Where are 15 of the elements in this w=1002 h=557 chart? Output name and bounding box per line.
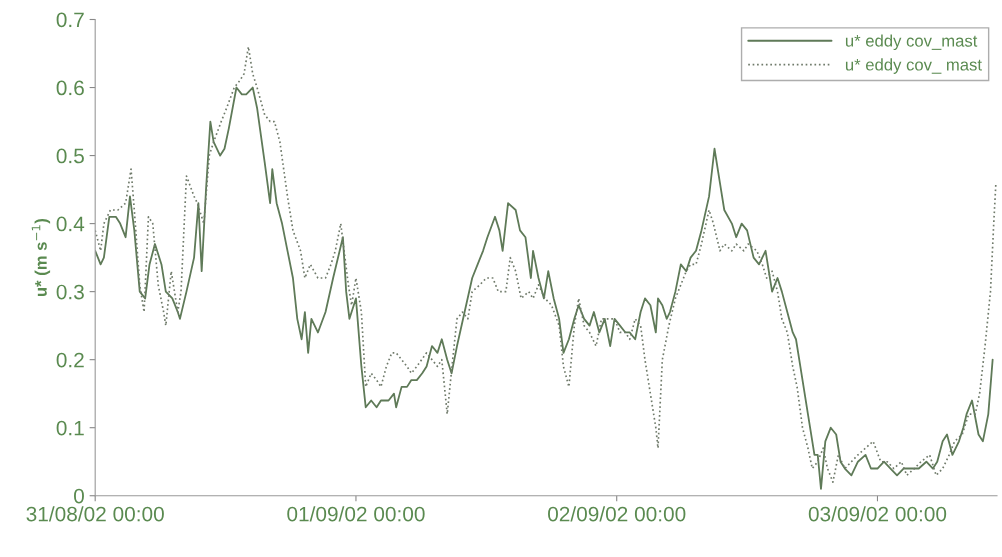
y-tick-label: 0.2 [56,352,84,368]
x-tick-label: 31/08/02 00:00 [26,506,164,522]
y-axis-title: u* (m s$^{−1}$) [31,219,51,297]
x-tick-label: 02/09/02 00:00 [548,506,686,522]
y-tick-label: 0.1 [56,420,84,436]
y-tick-label: 0 [74,488,84,504]
y-tick-label: 0.3 [56,284,84,300]
y-tick-label: 0.7 [56,12,84,28]
x-tick-label: 01/09/02 00:00 [287,506,425,522]
y-tick-label: 0.6 [56,80,84,96]
legend-label: u* eddy cov_mast [845,34,978,51]
x-tick-label: 03/09/02 00:00 [808,506,947,522]
legend-label: u* eddy cov_ mast [845,58,982,74]
y-tick-label: 0.4 [56,216,85,232]
y-tick-label: 0.5 [56,148,84,164]
